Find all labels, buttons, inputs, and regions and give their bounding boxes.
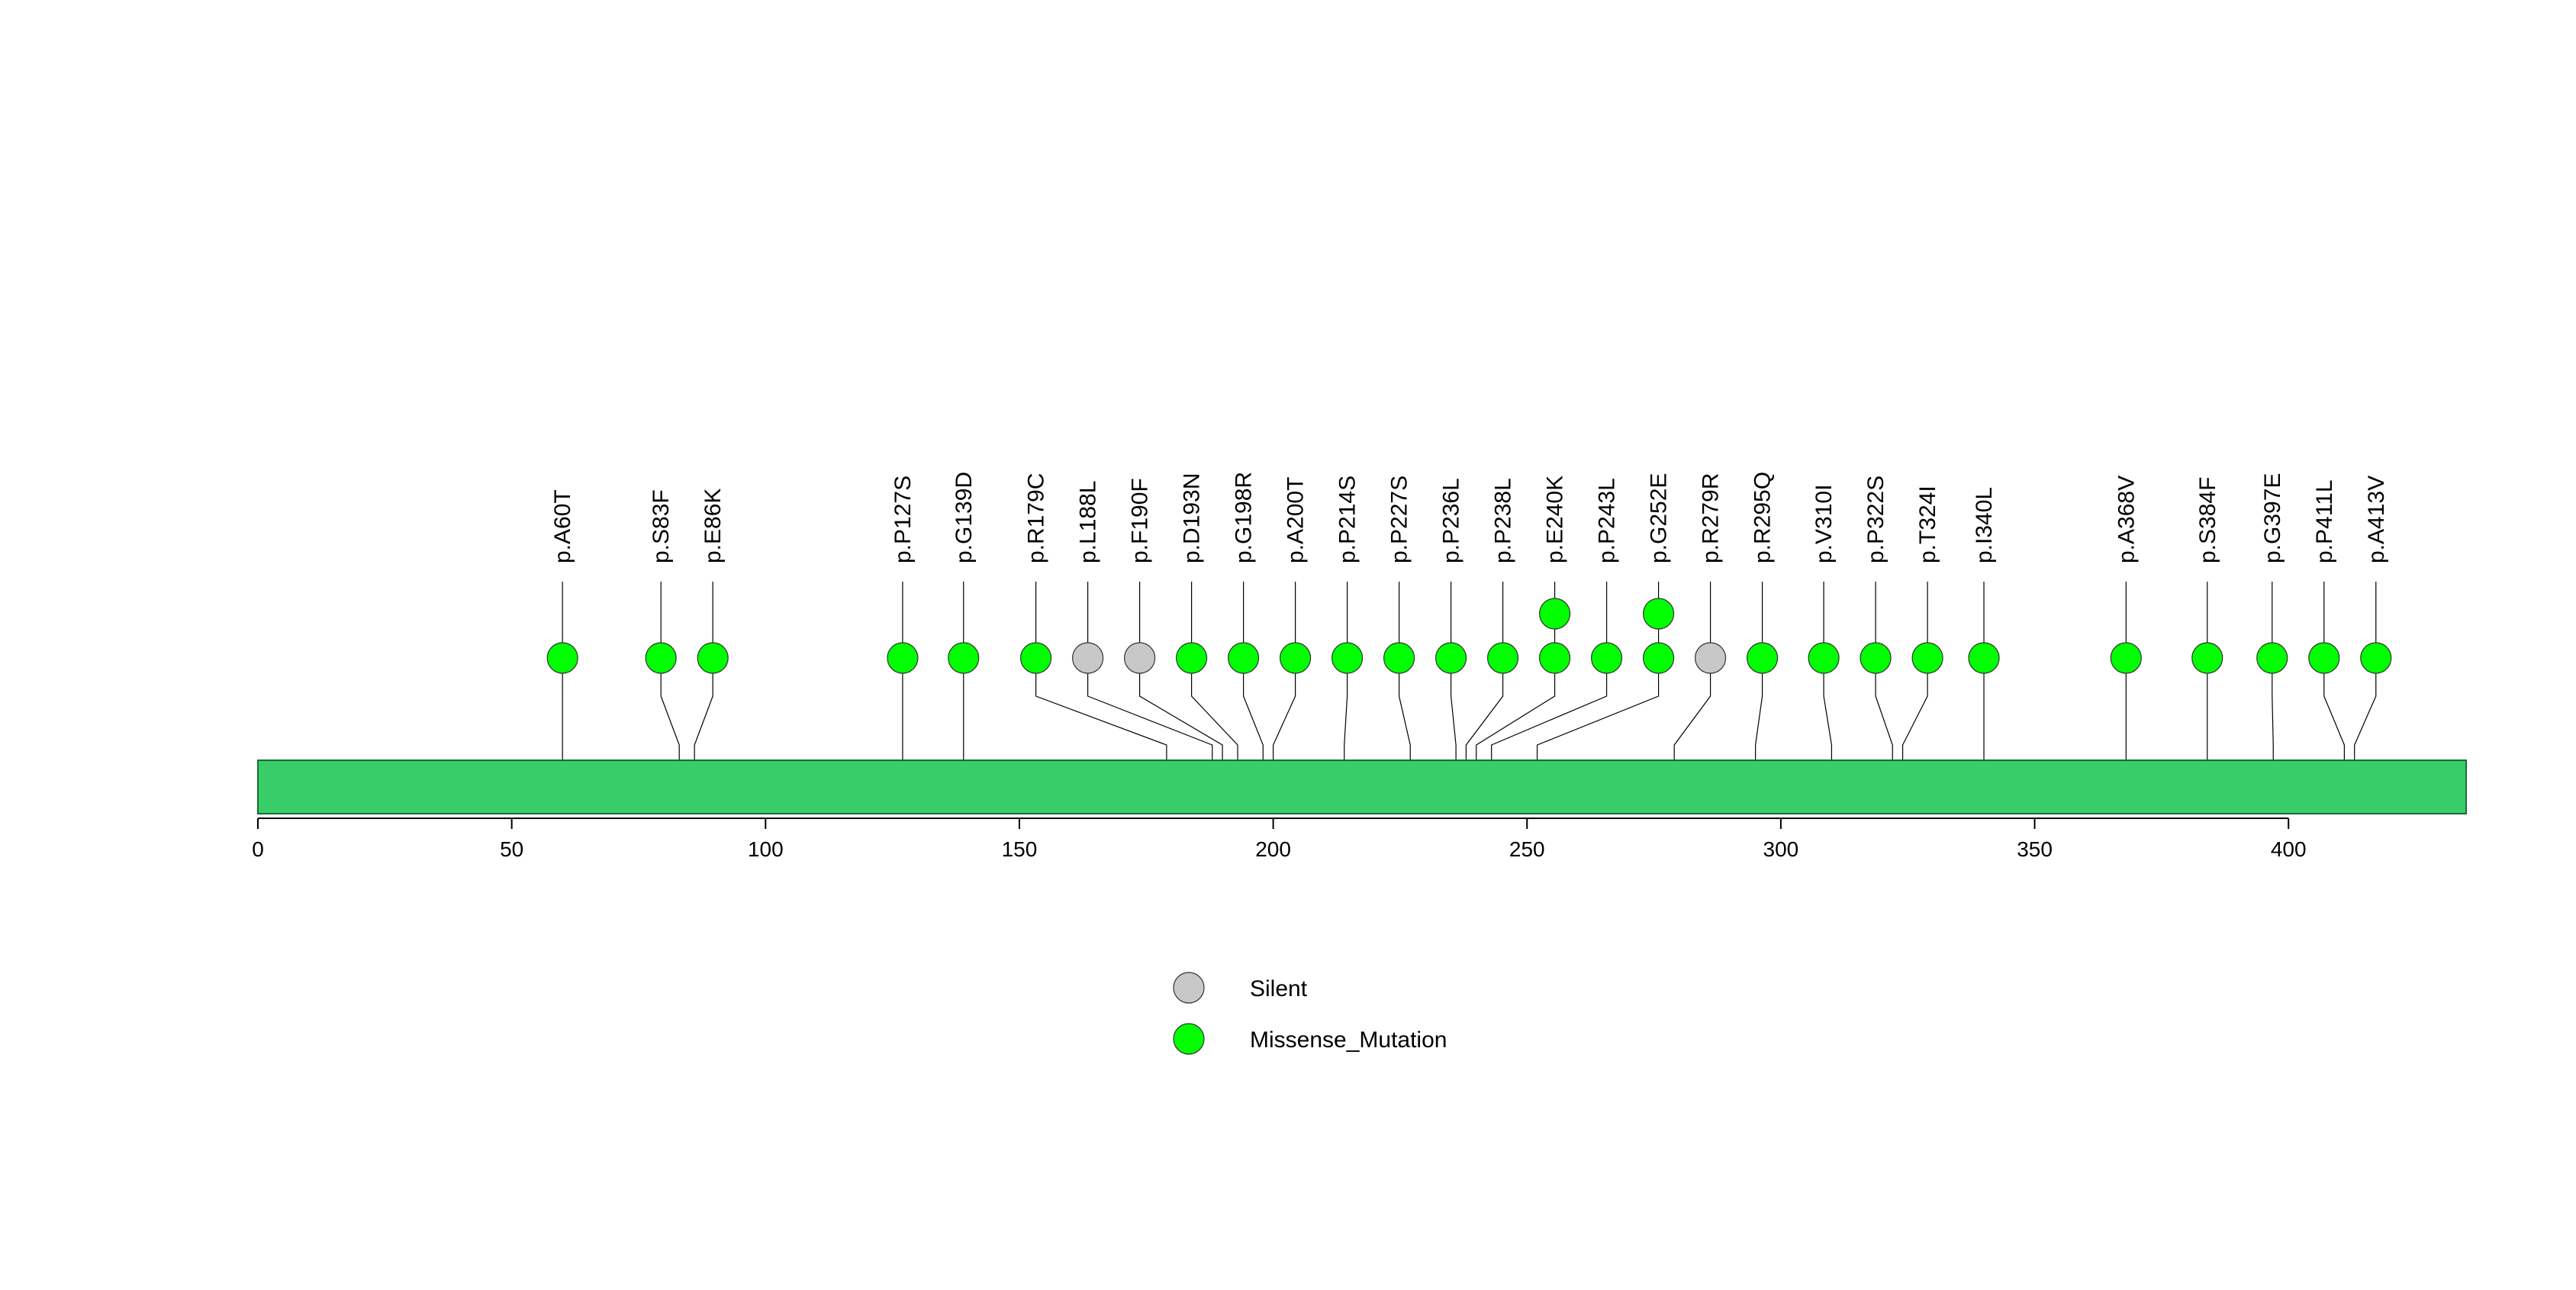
head-p-r295q[interactable] <box>1746 642 1779 674</box>
label-p-d193n: p.D193N <box>1180 473 1205 563</box>
label-p-p238l: p.P238L <box>1491 478 1516 563</box>
label-p-g198r: p.G198R <box>1232 472 1257 563</box>
label-p-r279r: p.R279R <box>1699 473 1724 563</box>
legend-label-missense-mutation: Missense_Mutation <box>1250 1027 1447 1053</box>
head-p-e240k-2[interactable] <box>1538 598 1571 630</box>
label-p-t324i: p.T324I <box>1915 485 1940 563</box>
mutation-heads-layer <box>546 598 2392 674</box>
mutation-labels-layer: p.A60T p.S83F p.E86K p.P127S p.G139D p.R179C p… <box>550 472 2389 563</box>
head-p-p238l[interactable] <box>1486 642 1519 674</box>
label-p-f190f: p.F190F <box>1128 478 1153 563</box>
head-p-p227s[interactable] <box>1383 642 1415 674</box>
head-p-p322s[interactable] <box>1860 642 1892 674</box>
head-p-p236l[interactable] <box>1435 642 1467 674</box>
head-p-a368v[interactable] <box>2110 642 2142 674</box>
legend-swatch-silent <box>1173 972 1205 1004</box>
label-p-e86k: p.E86K <box>700 489 726 563</box>
head-p-r179c[interactable] <box>1020 642 1052 674</box>
label-p-g139d: p.G139D <box>952 472 977 563</box>
head-p-r279r[interactable] <box>1694 642 1727 674</box>
label-p-p322s: p.P322S <box>1863 476 1889 563</box>
head-p-i340l[interactable] <box>1968 642 2000 674</box>
head-p-t324i[interactable] <box>1911 642 1943 674</box>
label-p-s384f: p.S384F <box>2195 477 2220 563</box>
label-p-l188l: p.L188L <box>1076 481 1101 563</box>
label-p-e240k: p.E240K <box>1543 476 1568 563</box>
legend-label-silent: Silent <box>1250 976 1308 1001</box>
x-tick-label: 400 <box>2271 837 2307 861</box>
x-tick-label: 0 <box>252 837 264 861</box>
label-p-a368v: p.A368V <box>2114 476 2139 563</box>
head-p-p411l[interactable] <box>2308 642 2340 674</box>
label-p-r179c: p.R179C <box>1024 473 1049 563</box>
x-tick-label: 350 <box>2017 837 2053 861</box>
x-tick-label: 150 <box>1002 837 1038 861</box>
legend: Silent Missense_Mutation <box>1173 972 1447 1055</box>
head-p-g252e-1[interactable] <box>1642 642 1675 674</box>
head-p-d193n[interactable] <box>1176 642 1208 674</box>
head-p-e86k[interactable] <box>697 642 729 674</box>
head-p-s384f[interactable] <box>2191 642 2223 674</box>
head-p-g198r[interactable] <box>1228 642 1260 674</box>
head-p-v310i[interactable] <box>1808 642 1840 674</box>
label-p-i340l: p.I340L <box>1972 487 1997 563</box>
label-p-p127s: p.P127S <box>890 476 916 563</box>
protein-domain-bar <box>257 759 2468 814</box>
label-p-a200t: p.A200T <box>1283 477 1309 563</box>
head-p-e240k-1[interactable] <box>1538 642 1571 674</box>
label-p-a413v: p.A413V <box>2364 476 2389 563</box>
head-p-g397e[interactable] <box>2256 642 2288 674</box>
label-p-p214s: p.P214S <box>1335 476 1360 563</box>
label-p-s83f: p.S83F <box>649 489 674 563</box>
x-tick-label: 100 <box>748 837 784 861</box>
head-p-l188l[interactable] <box>1072 642 1104 674</box>
label-p-p227s: p.P227S <box>1387 476 1412 563</box>
label-p-g397e: p.G397E <box>2260 473 2285 563</box>
label-p-r295q: p.R295Q <box>1750 472 1776 563</box>
head-p-p214s[interactable] <box>1331 642 1364 674</box>
label-p-p236l: p.P236L <box>1439 478 1464 563</box>
x-tick-label: 250 <box>1509 837 1545 861</box>
head-p-f190f[interactable] <box>1124 642 1156 674</box>
head-p-a413v[interactable] <box>2360 642 2392 674</box>
x-axis: 0 50 100 150 200 250 300 350 400 <box>252 818 2307 861</box>
head-p-p243l[interactable] <box>1590 642 1623 674</box>
head-p-a60t[interactable] <box>546 642 578 674</box>
label-p-p243l: p.P243L <box>1595 478 1620 563</box>
head-p-g252e-2[interactable] <box>1642 598 1675 630</box>
label-p-v310i: p.V310I <box>1811 485 1837 563</box>
head-p-a200t[interactable] <box>1279 642 1312 674</box>
head-p-g139d[interactable] <box>948 642 980 674</box>
label-p-p411l: p.P411L <box>2312 479 2337 563</box>
x-tick-label: 50 <box>500 837 523 861</box>
label-p-a60t: p.A60T <box>550 489 575 563</box>
head-p-s83f[interactable] <box>645 642 677 674</box>
x-tick-label: 300 <box>1763 837 1799 861</box>
x-tick-label: 200 <box>1255 837 1291 861</box>
label-p-g252e: p.G252E <box>1647 473 1672 563</box>
head-p-p127s[interactable] <box>887 642 919 674</box>
legend-swatch-missense-mutation <box>1173 1023 1205 1055</box>
